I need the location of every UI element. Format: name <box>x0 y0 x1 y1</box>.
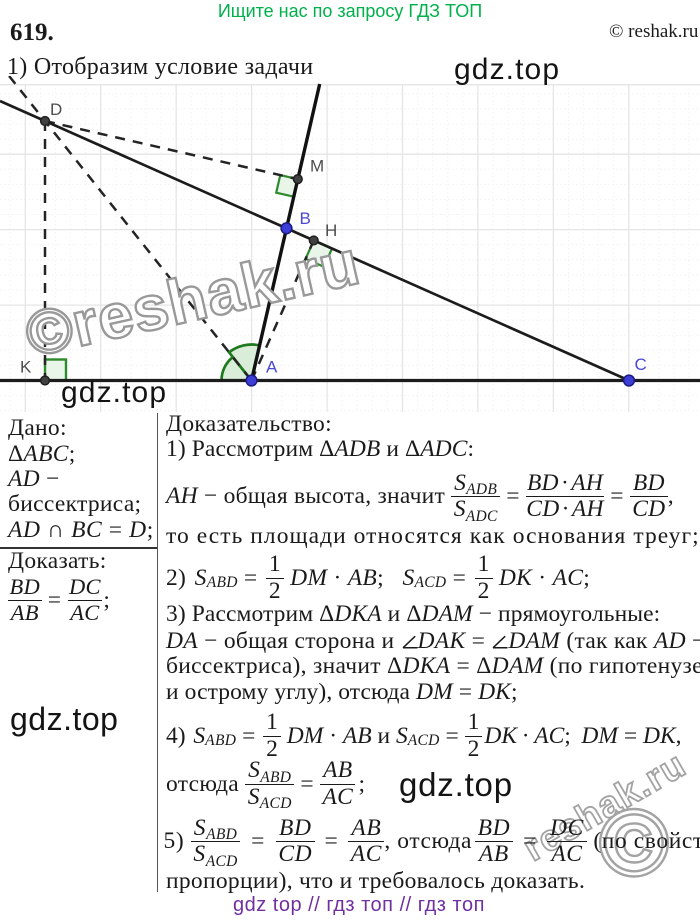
svg-text:K: K <box>20 358 32 377</box>
svg-text:©: © <box>599 790 670 897</box>
svg-text:B: B <box>300 209 311 228</box>
svg-text:M: M <box>310 157 324 176</box>
svg-text:A: A <box>266 357 278 376</box>
svg-text:D: D <box>50 100 62 119</box>
svg-text:H: H <box>325 221 337 240</box>
svg-text:©reshak.ru: ©reshak.ru <box>19 228 366 371</box>
svg-text:C: C <box>635 355 647 374</box>
